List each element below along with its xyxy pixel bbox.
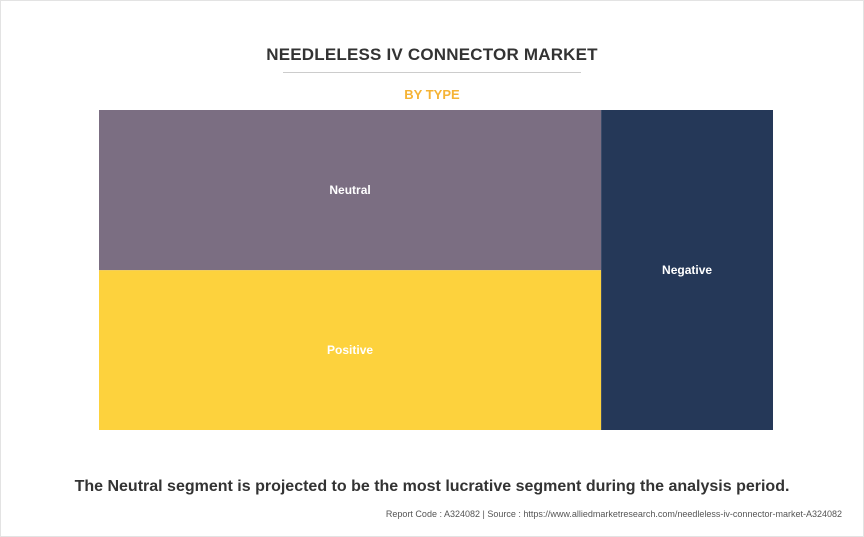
treemap-label-positive: Positive <box>327 343 373 357</box>
treemap-label-negative: Negative <box>662 263 712 277</box>
treemap-tile-neutral <box>99 110 602 271</box>
chart-subtitle: BY TYPE <box>404 87 460 102</box>
chart-title: NEEDLELESS IV CONNECTOR MARKET <box>266 45 598 64</box>
treemap-label-neutral: Neutral <box>329 183 370 197</box>
chart-caption: The Neutral segment is projected to be t… <box>74 478 790 495</box>
source-footer: Report Code : A324082 | Source : https:/… <box>385 509 842 519</box>
treemap-tile-positive <box>99 270 602 430</box>
title-divider <box>283 72 581 73</box>
treemap-tile-negative <box>601 110 773 430</box>
